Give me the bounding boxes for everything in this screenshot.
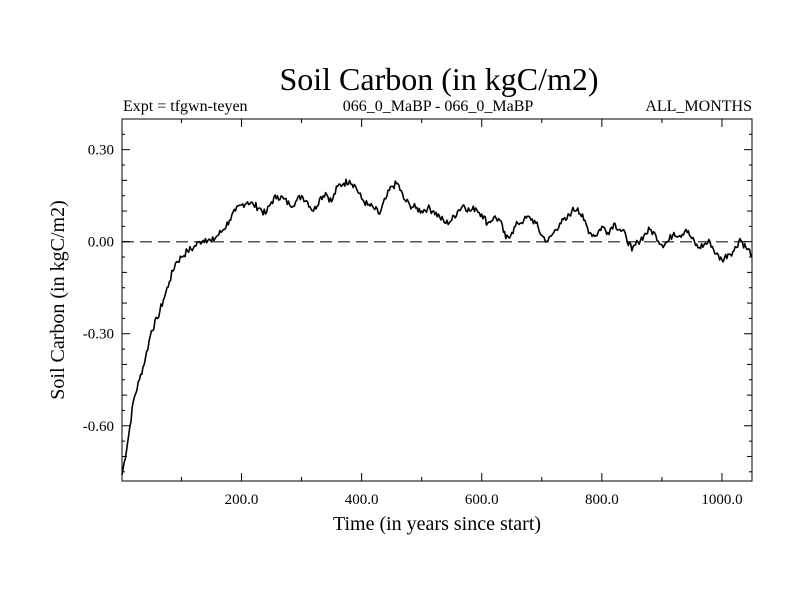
y-tick-label: 0.30	[88, 143, 114, 159]
x-axis-ticks: 200.0 400.0 600.0 800.0 1000.0	[180, 119, 743, 508]
x-tick-label: 800.0	[585, 492, 619, 508]
x-tick-label: 600.0	[465, 492, 499, 508]
chart-subtitle-center: 066_0_MaBP - 066_0_MaBP	[343, 98, 534, 115]
x-axis-label: Time (in years since start)	[333, 513, 541, 535]
chart-subtitle-right: ALL_MONTHS	[645, 98, 752, 115]
x-tick-label: 200.0	[225, 492, 259, 508]
plot-frame	[121, 118, 753, 482]
plot-area: 200.0 400.0 600.0 800.0 1000.0 0.30 0.00 -0.30…	[83, 118, 753, 508]
chart-subtitle-left: Expt = tfgwn-teyen	[123, 98, 248, 115]
y-axis-label: Soil Carbon (in kgC/m2)	[47, 200, 69, 399]
x-tick-label: 400.0	[345, 492, 379, 508]
chart-title: Soil Carbon (in kgC/m2)	[279, 61, 598, 97]
y-tick-label: -0.60	[83, 419, 114, 435]
series-line-soil-carbon	[121, 178, 753, 476]
y-axis-ticks: 0.30 0.00 -0.30 -0.60	[83, 118, 752, 473]
y-tick-label: -0.30	[83, 327, 114, 343]
x-tick-label: 1000.0	[701, 492, 742, 508]
y-tick-label: 0.00	[88, 235, 114, 251]
